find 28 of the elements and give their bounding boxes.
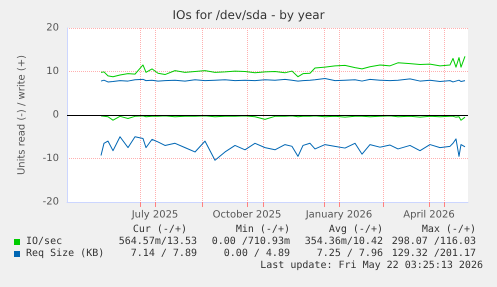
text: 129.32 /201.17 bbox=[392, 248, 476, 260]
legend-label: IO/sec bbox=[26, 236, 62, 248]
line-series bbox=[100, 56, 466, 78]
text: 298.07 /116.03 bbox=[392, 236, 476, 248]
text: 7.14 / 7.89 bbox=[130, 248, 197, 260]
text: 564.57m/13.53 bbox=[118, 236, 197, 248]
y-tick-label: -20 bbox=[42, 196, 59, 208]
text: Last update: Fri May 22 03:25:13 2026 bbox=[260, 260, 483, 272]
text: Avg (-/+) bbox=[328, 224, 383, 236]
text: 0.00 / 4.89 bbox=[224, 248, 290, 260]
y-tick-label: 0 bbox=[52, 110, 59, 120]
text: 354.36m/10.42 bbox=[304, 236, 383, 248]
text: Max (-/+) bbox=[422, 224, 476, 236]
chart-title: IOs for /dev/sda - by year bbox=[172, 8, 325, 22]
text: Min (-/+) bbox=[236, 224, 290, 236]
y-tick-label: -10 bbox=[42, 153, 59, 164]
legend-label: Req Size (KB) bbox=[26, 248, 104, 260]
x-tick-label: July 2025 bbox=[130, 210, 178, 220]
y-tick-label: 20 bbox=[46, 22, 59, 34]
y-axis-title: Units read (-) / write (+) bbox=[16, 54, 28, 176]
x-tick-label: January 2026 bbox=[304, 210, 372, 220]
x-tick-label: October 2025 bbox=[212, 210, 282, 220]
y-tick-label: 10 bbox=[46, 66, 59, 77]
text: Cur (-/+) bbox=[132, 224, 187, 236]
line-series bbox=[100, 136, 466, 161]
x-tick-label: April 2026 bbox=[403, 210, 455, 220]
text: 7.25 / 7.96 bbox=[316, 248, 383, 260]
text: 0.00 /710.93m bbox=[212, 236, 290, 248]
